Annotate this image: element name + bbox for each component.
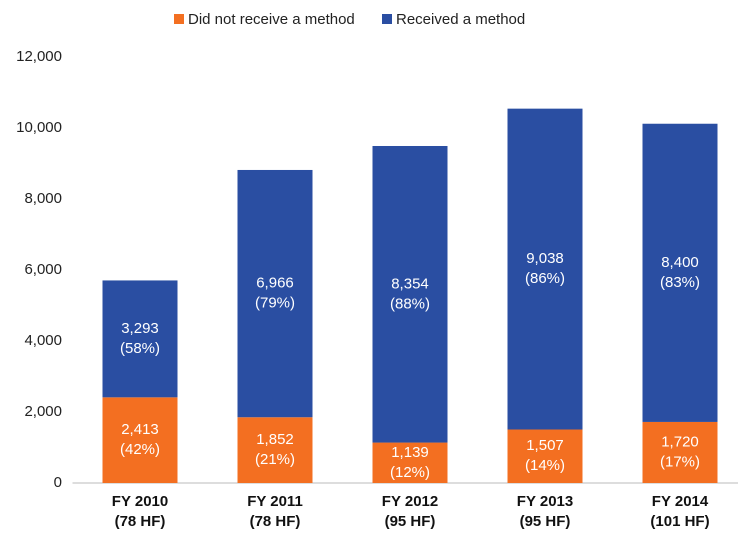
x-tick-label: FY 2010 <box>112 493 168 510</box>
legend-swatch <box>174 14 184 24</box>
y-tick-label: 12,000 <box>16 48 62 65</box>
legend-label: Did not receive a method <box>188 11 355 28</box>
data-label: 3,293 <box>121 320 159 337</box>
data-label: 1,507 <box>526 437 564 454</box>
x-tick-label: FY 2012 <box>382 493 438 510</box>
x-tick-label: FY 2013 <box>517 493 573 510</box>
x-tick-label: FY 2011 <box>247 493 303 510</box>
data-label: 8,400 <box>661 254 699 271</box>
bar-segment <box>642 123 718 422</box>
legend-swatch <box>382 14 392 24</box>
data-label: 9,038 <box>526 250 564 267</box>
y-tick-label: 4,000 <box>24 332 62 349</box>
x-tick-label: (78 HF) <box>115 513 166 530</box>
y-tick-label: 2,000 <box>24 403 62 420</box>
data-label: (83%) <box>660 274 700 291</box>
data-label: 1,852 <box>256 431 294 448</box>
data-label: (21%) <box>255 451 295 468</box>
data-label: 8,354 <box>391 275 429 292</box>
data-label: (42%) <box>120 441 160 458</box>
x-tick-label: (95 HF) <box>385 513 436 530</box>
x-tick-label: (95 HF) <box>520 513 571 530</box>
bar-segment <box>507 429 583 483</box>
bar-segment <box>372 145 448 443</box>
data-label: 1,720 <box>661 433 699 450</box>
bar-segment <box>507 108 583 430</box>
y-tick-label: 6,000 <box>24 261 62 278</box>
data-label: 2,413 <box>121 421 159 438</box>
data-label: (12%) <box>390 464 430 481</box>
y-tick-label: 0 <box>54 474 62 491</box>
bar-segment <box>102 280 178 398</box>
data-label: (86%) <box>525 270 565 287</box>
y-tick-label: 8,000 <box>24 190 62 207</box>
legend-label: Received a method <box>396 11 525 28</box>
bar-segment <box>642 421 718 483</box>
x-tick-label: (78 HF) <box>250 513 301 530</box>
x-tick-label: (101 HF) <box>650 513 709 530</box>
data-label: 1,139 <box>391 444 429 461</box>
data-label: (14%) <box>525 457 565 474</box>
data-label: 6,966 <box>256 275 294 292</box>
x-tick-label: FY 2014 <box>652 493 709 510</box>
data-label: (58%) <box>120 340 160 357</box>
bar-segment <box>237 417 313 483</box>
data-label: (88%) <box>390 295 430 312</box>
data-label: (17%) <box>660 453 700 470</box>
y-tick-label: 10,000 <box>16 119 62 136</box>
bar-segment <box>102 397 178 483</box>
bar-segment <box>372 442 448 483</box>
data-label: (79%) <box>255 295 295 312</box>
bar-segment <box>237 169 313 418</box>
